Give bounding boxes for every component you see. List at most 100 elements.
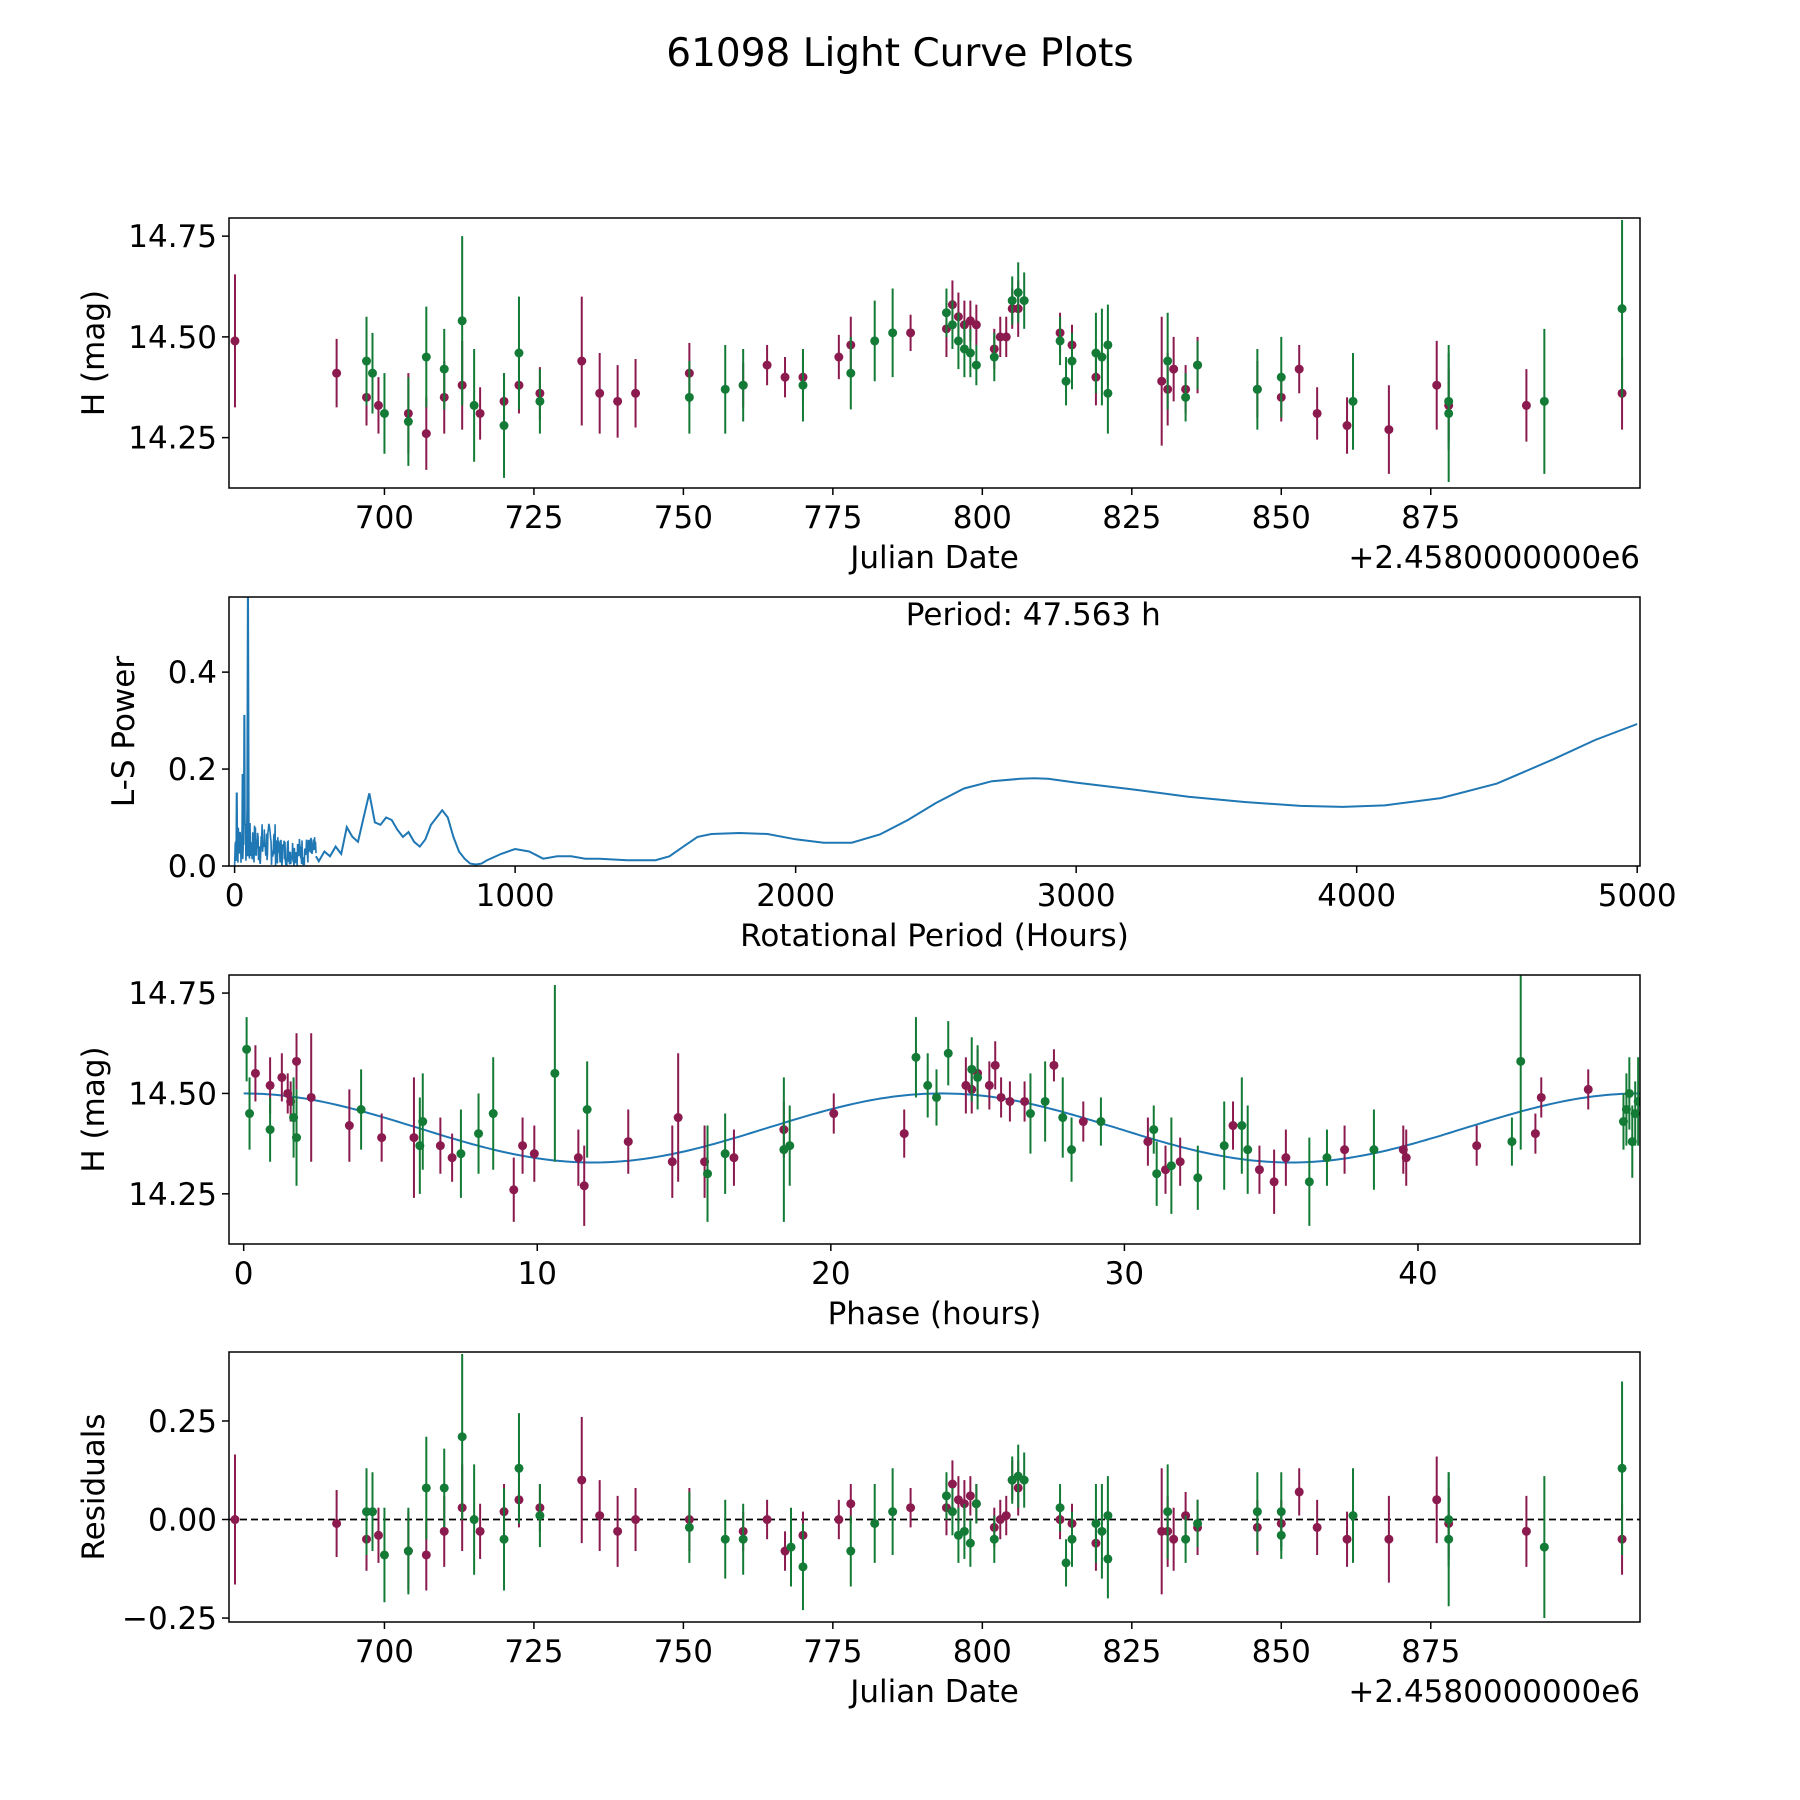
- g-band-point: [1507, 1137, 1517, 1147]
- residuals-xtick-label: 875: [1401, 1634, 1460, 1670]
- g-band-point: [798, 380, 808, 390]
- g-band-point: [457, 316, 467, 326]
- r-band-point: [1049, 1060, 1059, 1070]
- phased-xtick-label: 40: [1398, 1256, 1437, 1292]
- g-band-point: [720, 1149, 730, 1159]
- g-band-point: [1055, 1503, 1065, 1513]
- g-band-point: [514, 1463, 524, 1473]
- r-band-point: [377, 1133, 387, 1143]
- r-band-point: [595, 388, 605, 398]
- g-band-point: [1103, 1554, 1113, 1564]
- residuals-panel: 700 725 750 775 800 825 850 875 −0.25 0.00 0.25 Jul…: [76, 1351, 1641, 1710]
- r-band-point: [667, 1157, 677, 1167]
- r-band-point: [1294, 1487, 1304, 1497]
- residuals-offset-label: +2.4580000000e6: [1348, 1674, 1640, 1710]
- r-band-point: [834, 352, 844, 362]
- g-band-point: [1304, 1177, 1314, 1187]
- g-band-point: [738, 1534, 748, 1544]
- periodogram-xlabel: Rotational Period (Hours): [740, 918, 1129, 954]
- r-band-point: [623, 1137, 633, 1147]
- g-band-point: [1348, 396, 1358, 406]
- g-band-point: [582, 1105, 592, 1114]
- periodogram-xtick-label: 3000: [1037, 878, 1116, 914]
- periodogram-ytick-label: 0.4: [168, 655, 217, 691]
- g-band-point: [941, 308, 951, 318]
- g-band-point: [1166, 1161, 1176, 1171]
- g-band-point: [292, 1133, 302, 1143]
- g-band-point: [1040, 1096, 1050, 1106]
- r-band-point: [1005, 1096, 1015, 1106]
- r-band-point: [1401, 1153, 1411, 1163]
- residuals-xtick-label: 700: [355, 1634, 414, 1670]
- r-band-point: [1342, 421, 1352, 431]
- g-band-point: [971, 360, 981, 370]
- lightcurve-ytick-label: 14.50: [128, 320, 217, 356]
- phased-ytick-label: 14.50: [128, 1076, 217, 1112]
- g-band-point: [1061, 1558, 1071, 1568]
- r-band-point: [306, 1092, 316, 1102]
- g-band-point: [245, 1109, 255, 1119]
- r-band-point: [230, 336, 240, 346]
- r-band-point: [509, 1185, 519, 1195]
- r-band-point: [475, 1526, 485, 1536]
- lightcurve-frame: [228, 217, 1641, 489]
- g-band-point: [1103, 1511, 1113, 1521]
- figure-title: 61098 Light Curve Plots: [666, 31, 1133, 76]
- r-band-point: [1143, 1137, 1153, 1147]
- g-band-point: [1067, 356, 1077, 366]
- r-band-point: [631, 1515, 641, 1525]
- lightcurve-xtick-label: 800: [953, 500, 1012, 536]
- r-band-point: [435, 1141, 445, 1151]
- residuals-plot-area: [229, 1353, 1640, 1619]
- g-band-point: [1539, 1542, 1549, 1552]
- r-band-point: [577, 1475, 587, 1485]
- r-band-point: [1521, 1526, 1531, 1536]
- r-band-point: [762, 360, 772, 370]
- r-band-point: [573, 1153, 583, 1163]
- periodogram-xtick-label: 0: [225, 878, 245, 914]
- r-band-point: [1340, 1145, 1350, 1155]
- g-band-point: [469, 1515, 479, 1525]
- g-band-point: [967, 1064, 977, 1074]
- g-band-point: [684, 1522, 694, 1532]
- r-band-point: [1281, 1153, 1291, 1163]
- lightcurve-plot-area: [230, 220, 1627, 482]
- g-band-point: [1193, 1173, 1203, 1183]
- r-band-point: [996, 1092, 1006, 1102]
- r-band-point: [729, 1153, 739, 1163]
- g-band-point: [870, 1518, 880, 1528]
- r-band-point: [373, 1530, 383, 1540]
- g-band-point: [1322, 1153, 1332, 1163]
- r-band-point: [1312, 1522, 1322, 1532]
- g-band-point: [989, 1534, 999, 1544]
- lightcurve-xlabel: Julian Date: [848, 540, 1019, 576]
- phased-plot-area: [242, 975, 1640, 1226]
- r-band-point: [899, 1129, 909, 1139]
- phased-panel: 0 10 20 30 40 14.25 14.50 14.75 Phase (hours) H (…: [76, 974, 1641, 1332]
- g-band-point: [1276, 372, 1286, 382]
- g-band-point: [1097, 352, 1107, 362]
- r-band-point: [990, 1060, 1000, 1070]
- periodogram-frame: [228, 596, 1641, 867]
- g-band-point: [1019, 296, 1029, 306]
- r-band-point: [1432, 1495, 1442, 1505]
- g-band-point: [367, 368, 377, 378]
- period-annotation: Period: 47.563 h: [906, 597, 1161, 633]
- periodogram-xtick-label: 1000: [476, 878, 555, 914]
- g-band-point: [684, 392, 694, 402]
- residuals-ytick-label: 0.00: [148, 1503, 217, 1539]
- r-band-point: [1001, 1511, 1011, 1521]
- residuals-xlabel: Julian Date: [848, 1674, 1019, 1710]
- g-band-point: [911, 1052, 921, 1062]
- g-band-point: [362, 356, 372, 366]
- r-band-point: [265, 1080, 275, 1090]
- lightcurve-xtick-label: 700: [355, 500, 414, 536]
- g-band-point: [965, 1538, 975, 1548]
- g-band-point: [1633, 1096, 1640, 1106]
- g-band-point: [514, 348, 524, 358]
- r-band-point: [1169, 364, 1179, 374]
- g-band-point: [1219, 1141, 1229, 1151]
- r-band-point: [834, 1515, 844, 1525]
- g-band-point: [1091, 1518, 1101, 1528]
- g-band-point: [1243, 1145, 1253, 1155]
